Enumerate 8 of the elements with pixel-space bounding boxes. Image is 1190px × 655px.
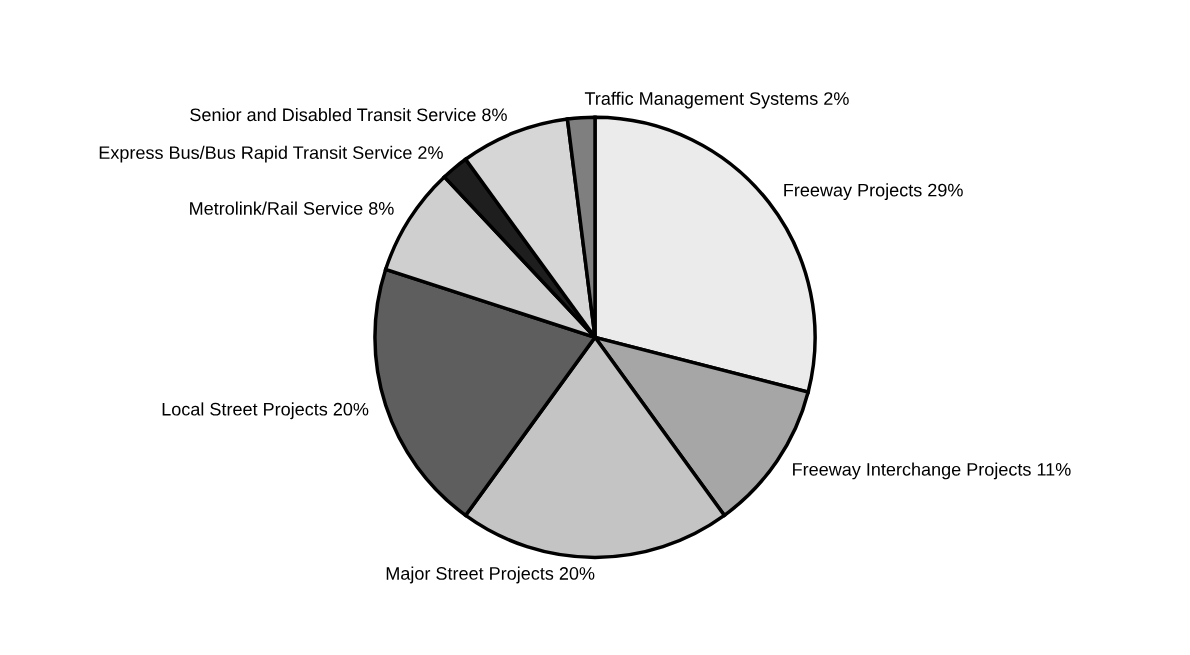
slice-label: Traffic Management Systems 2% [584,91,849,109]
slice-label: Metrolink/Rail Service 8% [190,201,394,215]
slice-label: Local Street Projects 20% [162,402,369,420]
slice-label: Express Bus/Bus Rapid Transit Service 2% [99,145,443,163]
slice-label: Freeway Interchange Projects 11% [793,462,1071,480]
slice-label: Major Street Projects 20% [386,566,595,584]
slice-label: Senior and Disabled Transit Service 8% [190,107,507,122]
slice-label: Freeway Projects 29% [784,183,963,201]
